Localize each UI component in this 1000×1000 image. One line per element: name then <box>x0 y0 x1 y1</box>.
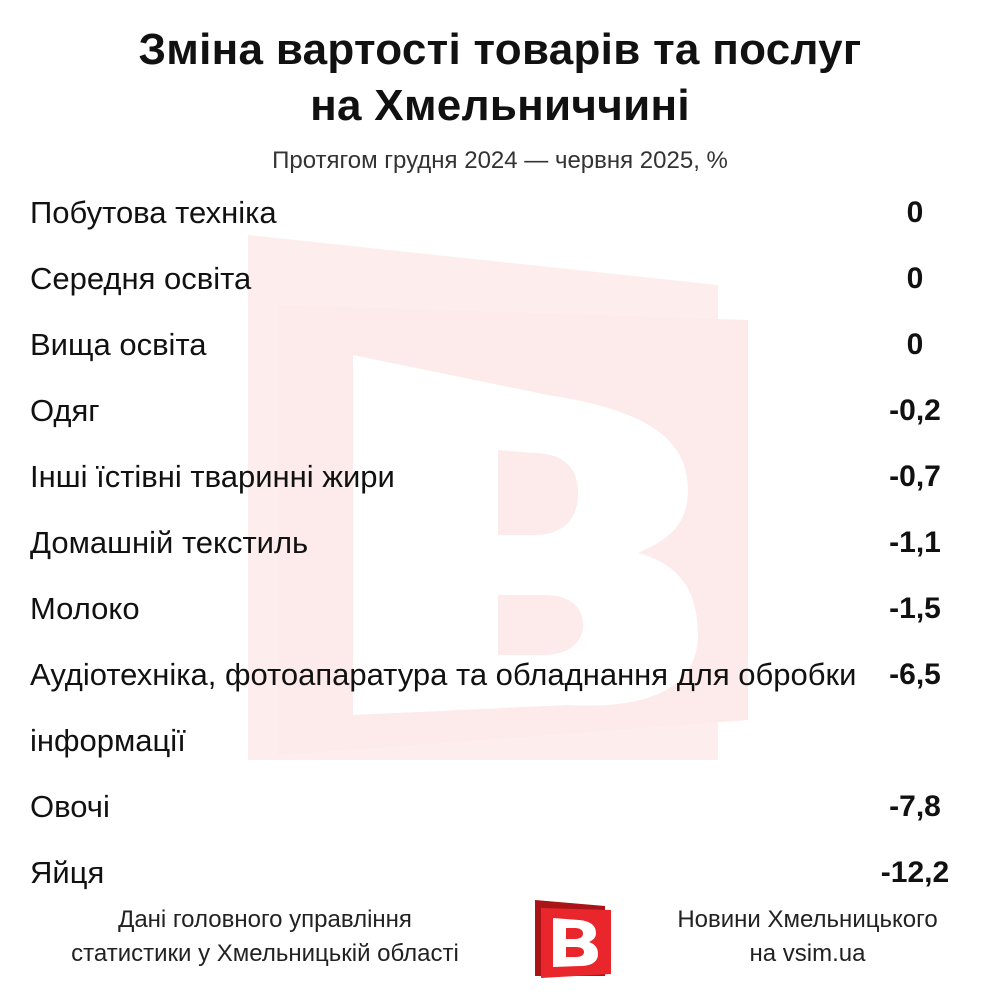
value-label: -1,1 <box>889 526 941 559</box>
category-label: Домашній текстиль <box>30 525 309 560</box>
brand-line-1: Новини Хмельницького <box>677 906 938 933</box>
table-row: Одяг -0,2 <box>30 378 970 444</box>
value-label: -12,2 <box>880 856 950 889</box>
brand-line-2: на vsim.ua <box>749 940 866 967</box>
value-label: -0,2 <box>889 394 941 427</box>
watermark-logo-icon <box>248 235 748 760</box>
title-line-2: на Хмельниччині <box>310 81 690 130</box>
logo-letter-b <box>553 918 598 967</box>
category-label: Молоко <box>30 591 140 626</box>
table-row: Інші їстівні тваринні жири -0,7 <box>30 444 970 510</box>
table-row: Вища освіта 0 <box>30 312 970 378</box>
source-note: Дані головного управління статистики у Х… <box>10 903 520 971</box>
title-line-1: Зміна вартості товарів та послуг <box>138 25 862 74</box>
brand-note: Новини Хмельницького на vsim.ua <box>630 903 985 971</box>
category-label: Побутова техніка <box>30 195 277 230</box>
page-title: Зміна вартості товарів та послуг на Хмел… <box>0 22 1000 134</box>
source-line-2: статистики у Хмельницькій області <box>71 940 459 967</box>
vsim-logo-icon <box>535 900 611 978</box>
value-label: 0 <box>906 196 924 229</box>
value-label: -7,8 <box>889 790 941 823</box>
watermark-letter-b <box>353 355 698 715</box>
subtitle: Протягом грудня 2024 — червня 2025, % <box>272 147 728 174</box>
category-label: Яйця <box>30 855 105 890</box>
table-row: Побутова техніка 0 <box>30 180 970 246</box>
table-row: Овочі -7,8 <box>30 774 970 840</box>
value-label: 0 <box>906 262 924 295</box>
table-row: Аудіотехніка, фотоапаратура та обладнанн… <box>30 642 970 774</box>
source-line-1: Дані головного управління <box>118 906 412 933</box>
value-label: 0 <box>906 328 924 361</box>
value-label: -1,5 <box>889 592 941 625</box>
table-row: Середня освіта 0 <box>30 246 970 312</box>
category-label: Овочі <box>30 789 110 824</box>
category-label: Вища освіта <box>30 327 207 362</box>
value-label: -6,5 <box>889 658 941 691</box>
table-row: Яйця -12,2 <box>30 840 970 906</box>
table-row: Молоко -1,5 <box>30 576 970 642</box>
table-row: Домашній текстиль -1,1 <box>30 510 970 576</box>
value-label: -0,7 <box>889 460 941 493</box>
chart: Побутова техніка 0 Середня освіта 0 Вища осв… <box>30 180 970 890</box>
category-label: Одяг <box>30 393 100 428</box>
category-label: Середня освіта <box>30 261 252 296</box>
category-label: Аудіотехніка, фотоапаратура та обладнанн… <box>30 657 857 758</box>
category-label: Інші їстівні тваринні жири <box>30 459 395 494</box>
